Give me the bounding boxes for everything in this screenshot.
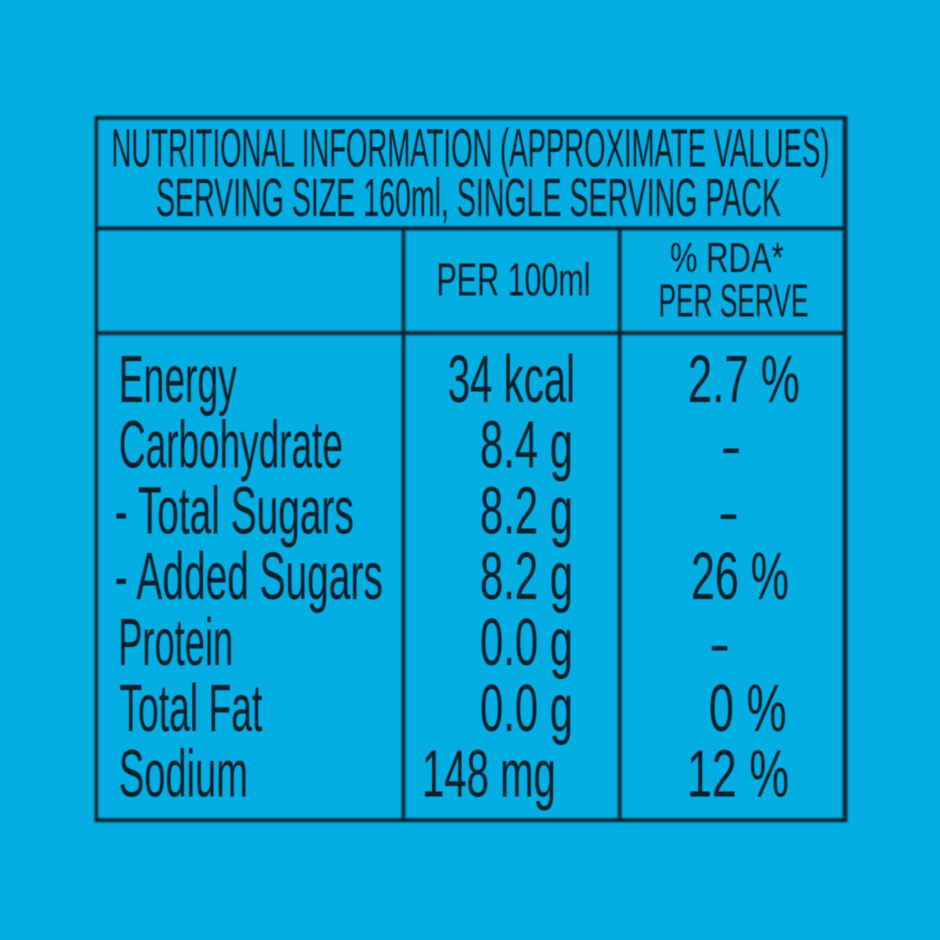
svg-text:2.7 %: 2.7 % [688,342,800,417]
svg-text:Energy: Energy [119,342,237,417]
svg-text:12 %: 12 % [687,737,789,812]
svg-text:–: – [712,605,728,680]
svg-text:0 %: 0 % [709,671,787,746]
svg-text:–: – [721,473,737,548]
svg-text:34 kcal: 34 kcal [448,342,575,417]
svg-text:–: – [723,408,739,483]
svg-text:0.0 g: 0.0 g [480,605,573,680]
svg-text:PER SERVE: PER SERVE [659,275,809,327]
svg-text:0.0 g: 0.0 g [480,671,573,746]
svg-text:Protein: Protein [118,605,233,680]
svg-text:% RDA*: % RDA* [670,234,784,281]
svg-text:SERVING SIZE 160ml, SINGLE SER: SERVING SIZE 160ml, SINGLE SERVING PACK [156,168,781,228]
svg-text:NUTRITIONAL INFORMATION (APPRO: NUTRITIONAL INFORMATION (APPROXIMATE VAL… [112,118,830,178]
svg-text:26 %: 26 % [691,539,789,614]
svg-text:- Added Sugars: - Added Sugars [115,539,383,614]
svg-text:Carbohydrate: Carbohydrate [119,408,343,483]
svg-text:148 mg: 148 mg [422,737,556,812]
svg-text:- Total Sugars: - Total Sugars [115,473,354,548]
svg-text:8.2 g: 8.2 g [480,473,573,548]
svg-text:8.2 g: 8.2 g [480,539,573,614]
svg-text:Total Fat: Total Fat [119,671,262,746]
svg-text:Sodium: Sodium [119,737,248,812]
svg-text:8.4 g: 8.4 g [480,408,573,483]
svg-text:PER 100ml: PER 100ml [437,254,591,306]
